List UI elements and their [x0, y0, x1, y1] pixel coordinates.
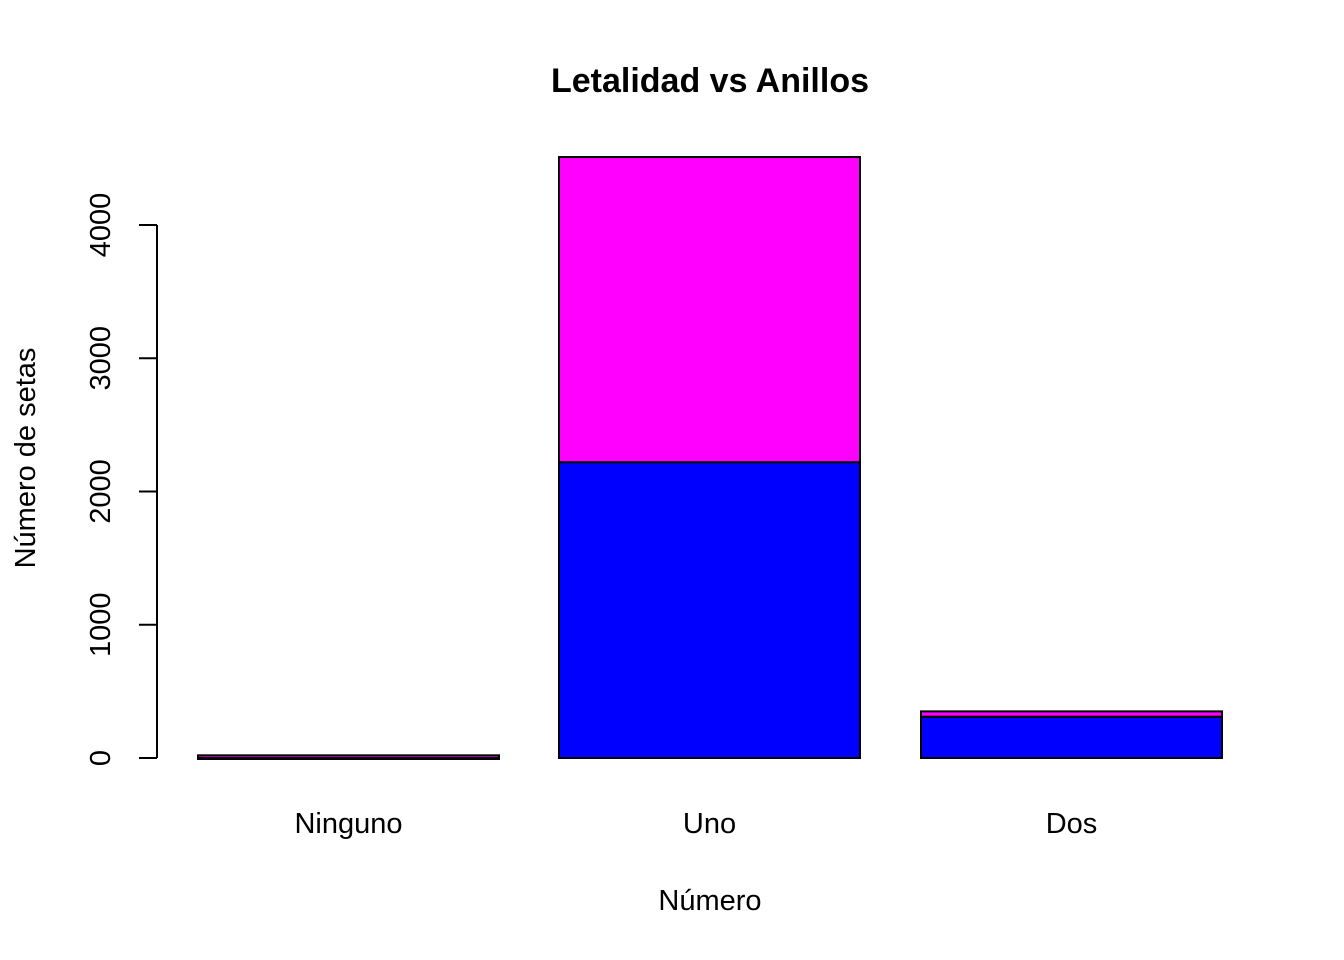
bar-uno-segment-1: [558, 461, 861, 759]
x-category-label: Dos: [1046, 808, 1098, 840]
x-axis-label: Número: [658, 885, 761, 917]
y-axis-label: Número de setas: [10, 348, 42, 569]
y-tick-label: 2000: [85, 459, 117, 524]
bar-dos-segment-1: [920, 715, 1223, 760]
bars-group: [197, 156, 1223, 760]
bar-dos-segment-2: [920, 710, 1223, 718]
y-tick-label: 4000: [85, 193, 117, 258]
bar-uno-segment-2: [558, 156, 861, 464]
x-axis: Ninguno Uno Dos: [294, 808, 1097, 840]
x-category-label: Uno: [683, 808, 736, 840]
y-tick-label: 3000: [85, 326, 117, 391]
bar-ninguno-segment-2: [197, 754, 500, 760]
y-axis: 0 1000 2000 3000 4000: [85, 193, 158, 766]
chart-title: Letalidad vs Anillos: [551, 62, 869, 100]
x-category-label: Ninguno: [294, 808, 402, 840]
y-tick-label: 1000: [85, 592, 117, 657]
y-tick-label: 0: [85, 750, 117, 766]
